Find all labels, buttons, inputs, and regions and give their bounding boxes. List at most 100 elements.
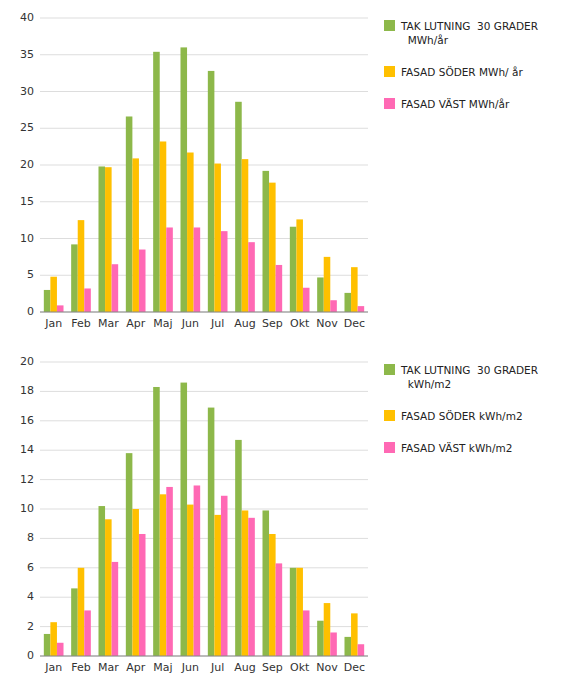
bar [112,264,119,312]
bar [235,440,242,656]
bar [132,509,139,656]
bar [180,47,187,312]
bar [44,634,51,656]
y-tick-label: 15 [20,195,34,208]
bar [235,102,242,312]
bar [262,510,269,656]
x-axis-line [40,656,368,657]
y-tick-label: 4 [27,590,34,603]
grid-line [40,391,368,392]
x-tick-label: Jan [44,661,62,674]
grid-line [40,312,368,313]
legend-label: FASAD SÖDER MWh/ år [401,66,523,78]
bar [269,183,276,312]
x-tick-label: Okt [290,317,310,330]
bar [50,277,57,312]
bar [105,519,112,656]
bar [78,568,85,656]
bar [126,116,133,312]
bar [132,158,139,312]
legend: TAK LUTNING 30 GRADER kWh/m2FASAD SÖDER … [384,364,538,454]
bar [276,265,283,312]
figure: 0510152025303540JanFebMarAprMajJunJulAug… [0,0,588,684]
bar [290,227,297,312]
x-tick-label: Apr [126,661,146,674]
grid-line [40,567,368,568]
y-tick-label: 2 [27,620,34,633]
bars [44,47,364,312]
legend-swatch [384,410,395,421]
legend: TAK LUTNING 30 GRADER MWh/år FASAD SÖDER … [384,20,538,110]
x-tick-label: Jun [181,317,199,330]
x-tick-label: Jul [210,661,224,674]
bar [112,562,119,656]
y-tick-label: 10 [20,232,34,245]
bar [344,637,351,656]
bar [344,293,351,312]
bar [214,164,221,312]
grid-line [40,238,368,239]
bar [351,613,358,656]
bar [84,288,91,312]
x-tick-label: Feb [71,317,90,330]
legend-swatch [384,98,395,109]
bar [208,71,215,312]
bar [98,166,105,312]
bar [50,622,57,656]
bar [330,632,337,656]
bar [324,257,331,312]
x-tick-label: Apr [126,317,146,330]
x-tick-label: Sep [262,661,283,674]
bar [126,453,133,656]
y-tick-label: 6 [27,561,34,574]
legend-label: FASAD VÄST kWh/m2 [401,442,512,454]
bar [187,505,194,656]
y-tick-label: 16 [20,414,34,427]
grid-line [40,538,368,539]
y-tick-label: 12 [20,473,34,486]
bar [290,568,297,656]
legend-label: FASAD VÄST MWh/år [401,98,510,110]
y-tick-label: 20 [20,355,34,368]
bar [296,219,303,312]
bar [351,267,358,312]
grid-line [40,597,368,598]
y-tick-label: 30 [20,85,34,98]
x-tick-label: Sep [262,317,283,330]
bar [84,610,91,656]
bar [214,515,221,656]
grid-line [40,656,368,657]
bar [139,534,146,656]
bar [262,171,269,312]
grid-line [40,420,368,421]
bar [269,534,276,656]
bar [358,644,365,656]
x-tick-label: Mar [98,317,119,330]
legend-label: TAK LUTNING 30 GRADER MWh/år [400,20,538,46]
bar [166,487,173,656]
bar [153,52,160,312]
grid-line [40,450,368,451]
x-tick-label: Dec [344,661,365,674]
y-tick-label: 0 [27,305,34,318]
grid-line [40,201,368,202]
x-tick-label: Jan [44,317,62,330]
x-tick-label: Aug [234,317,255,330]
bar [160,141,167,312]
chart: 02468101214161820JanFebMarAprMajJunJulAu… [20,355,538,674]
grid-line [40,128,368,129]
bar [71,244,78,312]
bars [44,383,364,656]
grid-line [40,275,368,276]
bar [166,227,173,312]
y-tick-label: 40 [20,11,34,24]
legend-swatch [384,66,395,77]
bar [242,159,249,312]
bar [180,383,187,656]
bar [194,227,201,312]
bar [208,408,215,656]
bar [187,153,194,312]
bar [57,305,64,312]
y-tick-label: 35 [20,48,34,61]
x-tick-label: Feb [71,661,90,674]
